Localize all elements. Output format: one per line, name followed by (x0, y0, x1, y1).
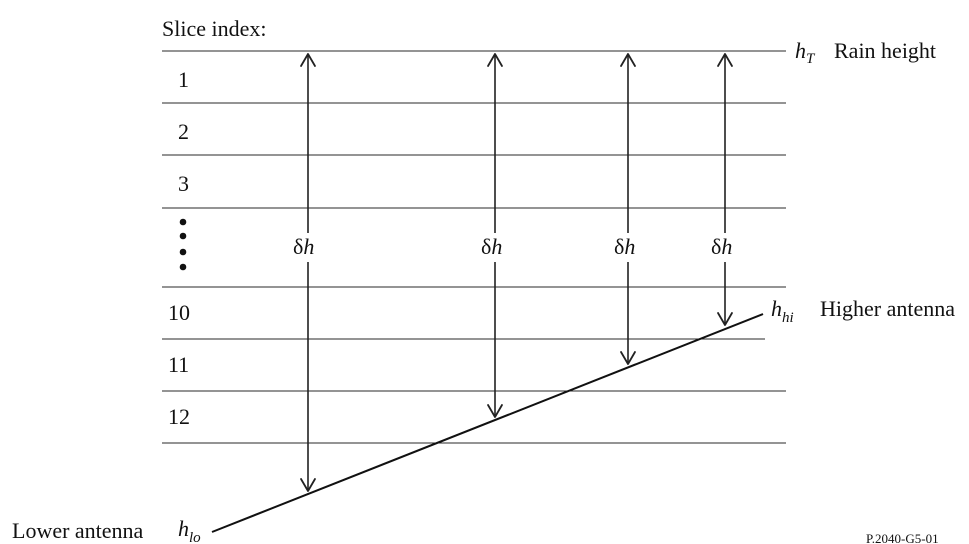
slice-number: 10 (168, 300, 190, 325)
delta-h-label: δh (481, 234, 502, 259)
svg-text:Rain height: Rain height (834, 38, 936, 63)
slice-number: 3 (178, 171, 189, 196)
slice-number: 1 (178, 67, 189, 92)
slice-index-label: Slice index: (162, 16, 266, 41)
delta-h-label: δh (293, 234, 314, 259)
higher-antenna-label: hhi Higher antenna (771, 296, 955, 326)
rain-height-label: hT Rain height (795, 38, 936, 67)
delta-h-label: δh (711, 234, 732, 259)
slice-number: 11 (168, 352, 189, 377)
svg-text:hhi: hhi (771, 296, 794, 326)
delta-h-label: δh (614, 234, 635, 259)
svg-text:Higher antenna: Higher antenna (820, 296, 955, 321)
svg-text:hT: hT (795, 38, 816, 67)
svg-text:hlo: hlo (178, 516, 201, 544)
slice-boundaries (162, 50, 786, 444)
delta-h-arrow: δh (293, 53, 316, 492)
svg-text:Lower antenna: Lower antenna (12, 518, 144, 543)
lower-antenna-label: Lower antenna hlo (12, 516, 201, 544)
slice-number: 2 (178, 119, 189, 144)
delta-h-arrow: δh (614, 53, 636, 365)
vertical-ellipsis (179, 218, 187, 271)
delta-h-arrow: δh (481, 53, 503, 418)
slice-number: 12 (168, 404, 190, 429)
figure-id: P.2040-G5-01 (866, 531, 939, 544)
slant-path-line (211, 313, 764, 533)
delta-h-arrow: δh (711, 53, 733, 326)
